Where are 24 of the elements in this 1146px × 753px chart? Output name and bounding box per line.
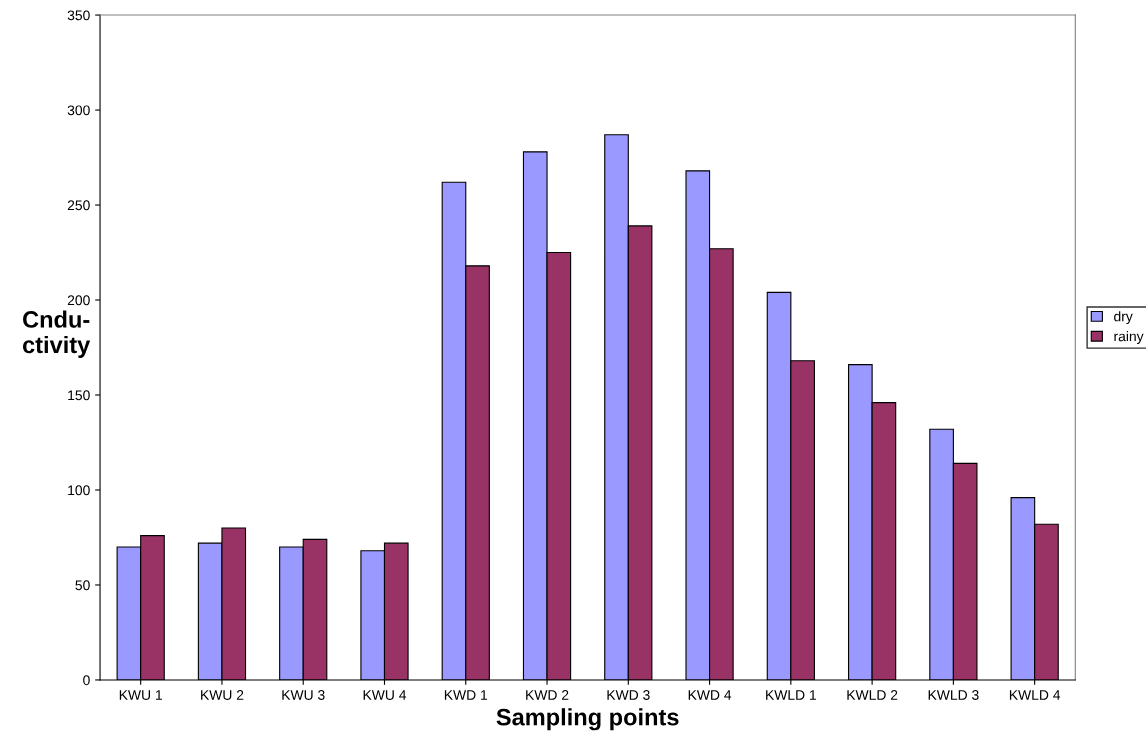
x-tick-label: KWD 3 [607,690,650,700]
x-tick-label: KWU 3 [282,690,325,700]
y-tick-label: 350 [67,10,90,21]
x-tick-label: KWD 4 [688,690,732,700]
y-tick-label: 300 [67,105,90,116]
y-tick-label: 150 [68,390,90,401]
x-tick-label: KWU 2 [201,690,244,700]
legend-label: dry [1114,311,1133,325]
y-axis-title: Cndu- ctivity [22,310,91,358]
y-tick-label: 200 [67,295,90,306]
x-tick-label: KWD 2 [526,690,569,700]
y-tick-label: 250 [67,200,90,211]
x-tick-label: KWLD 3 [928,690,979,700]
x-axis-title: Sampling points [496,708,679,731]
legend-label: rainy [1114,331,1144,344]
y-tick-label: 0 [83,675,90,686]
x-tick-label: KWU 1 [119,690,162,700]
x-tick-label: KWLD 4 [1009,690,1061,700]
x-tick-label: KWD 1 [444,690,488,700]
y-tick-label: 50 [75,580,90,591]
x-tick-label: KWLD 1 [766,690,817,700]
y-tick-label: 100 [68,485,90,496]
x-tick-label: KWLD 2 [847,690,898,700]
x-tick-label: KWU 4 [363,690,407,700]
